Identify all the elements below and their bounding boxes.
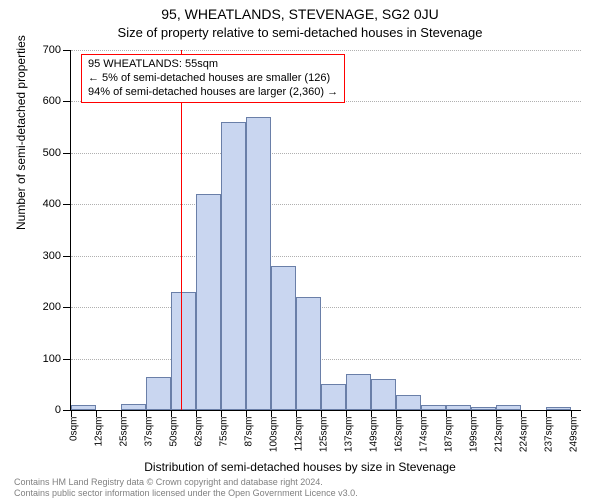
y-tick-label: 0 <box>27 404 61 416</box>
y-tick-label: 500 <box>27 147 61 159</box>
x-tick-label: 25sqm <box>119 417 130 467</box>
y-tick-label: 400 <box>27 198 61 210</box>
x-tick-label: 100sqm <box>269 417 280 467</box>
plot-area: 01002003004005006007000sqm12sqm25sqm37sq… <box>70 50 581 411</box>
grid-line <box>71 153 581 154</box>
x-tick-label: 50sqm <box>169 417 180 467</box>
y-tick-label: 700 <box>27 44 61 56</box>
histogram-bar <box>496 405 521 410</box>
histogram-bar <box>271 266 296 410</box>
histogram-bar <box>246 117 271 410</box>
x-tick-label: 0sqm <box>69 417 80 467</box>
grid-line <box>71 307 581 308</box>
footer-attribution: Contains HM Land Registry data © Crown c… <box>14 477 358 498</box>
y-tick-label: 300 <box>27 250 61 262</box>
grid-line <box>71 50 581 51</box>
reference-line <box>181 50 182 410</box>
x-tick-label: 237sqm <box>544 417 555 467</box>
annotation-box: 95 WHEATLANDS: 55sqm← 5% of semi-detache… <box>81 54 345 103</box>
annotation-line: 94% of semi-detached houses are larger (… <box>88 86 338 100</box>
annotation-line: 95 WHEATLANDS: 55sqm <box>88 58 338 72</box>
histogram-bar <box>296 297 321 410</box>
annotation-line: ← 5% of semi-detached houses are smaller… <box>88 72 338 86</box>
y-tick-label: 100 <box>27 353 61 365</box>
histogram-bar <box>171 292 196 410</box>
x-tick-label: 162sqm <box>394 417 405 467</box>
footer-line-1: Contains HM Land Registry data © Crown c… <box>14 477 358 487</box>
histogram-bar <box>371 379 396 410</box>
grid-line <box>71 256 581 257</box>
y-tick <box>63 204 70 205</box>
grid-line <box>71 204 581 205</box>
histogram-bar <box>346 374 371 410</box>
y-tick <box>63 101 70 102</box>
x-tick-label: 224sqm <box>519 417 530 467</box>
x-tick-label: 149sqm <box>369 417 380 467</box>
chart-container: 95, WHEATLANDS, STEVENAGE, SG2 0JU Size … <box>0 0 600 500</box>
y-tick <box>63 153 70 154</box>
x-tick-label: 12sqm <box>94 417 105 467</box>
histogram-bar <box>221 122 246 410</box>
y-axis-title: Number of semi-detached properties <box>14 35 28 230</box>
x-tick-label: 87sqm <box>244 417 255 467</box>
histogram-bar <box>321 384 346 410</box>
histogram-bar <box>121 404 146 410</box>
histogram-bar <box>146 377 171 410</box>
histogram-bar <box>471 407 496 410</box>
y-tick <box>63 307 70 308</box>
histogram-bar <box>71 405 96 410</box>
x-tick-label: 137sqm <box>344 417 355 467</box>
x-tick-label: 187sqm <box>444 417 455 467</box>
y-tick <box>63 410 70 411</box>
histogram-bar <box>196 194 221 410</box>
chart-title-sub: Size of property relative to semi-detach… <box>0 25 600 40</box>
y-tick-label: 200 <box>27 301 61 313</box>
histogram-bar <box>546 407 571 410</box>
x-tick-label: 75sqm <box>219 417 230 467</box>
x-axis-title: Distribution of semi-detached houses by … <box>0 460 600 474</box>
y-tick-label: 600 <box>27 95 61 107</box>
y-tick <box>63 256 70 257</box>
x-tick-label: 199sqm <box>469 417 480 467</box>
x-tick-label: 62sqm <box>194 417 205 467</box>
histogram-bar <box>396 395 421 410</box>
y-tick <box>63 359 70 360</box>
x-tick-label: 212sqm <box>494 417 505 467</box>
x-tick-label: 125sqm <box>319 417 330 467</box>
y-tick <box>63 50 70 51</box>
histogram-bar <box>421 405 446 410</box>
x-tick-label: 37sqm <box>144 417 155 467</box>
x-tick-label: 174sqm <box>419 417 430 467</box>
grid-line <box>71 359 581 360</box>
histogram-bar <box>446 405 471 410</box>
footer-line-2: Contains public sector information licen… <box>14 488 358 498</box>
x-tick-label: 112sqm <box>294 417 305 467</box>
chart-title-main: 95, WHEATLANDS, STEVENAGE, SG2 0JU <box>0 6 600 22</box>
x-tick-label: 249sqm <box>569 417 580 467</box>
